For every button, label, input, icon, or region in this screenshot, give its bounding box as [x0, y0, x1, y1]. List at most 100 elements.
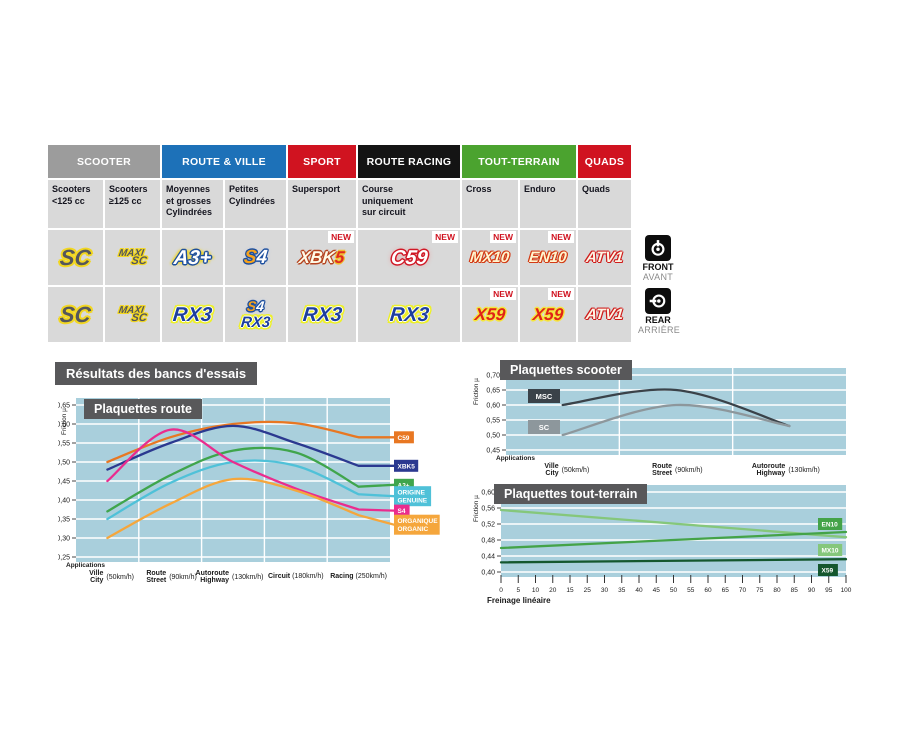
rear-cell-enduro: NEW X59: [520, 287, 576, 342]
subhead-text: Scooters ≥125 cc: [109, 184, 148, 206]
group-header-scooter: SCOOTER: [48, 145, 160, 178]
svg-text:35: 35: [618, 587, 626, 594]
subhead-text: Quads: [582, 184, 611, 194]
svg-text:95: 95: [825, 587, 833, 594]
logo-atv1: ATV1: [585, 248, 625, 266]
svg-text:(90km/h): (90km/h): [169, 574, 197, 581]
logo-x59: X59: [473, 305, 507, 324]
subhead-scooters-small: Scooters <125 cc: [48, 180, 103, 228]
front-cell-quads: ATV1: [578, 230, 631, 285]
svg-text:ORGANIQUE: ORGANIQUE: [398, 518, 439, 525]
new-badge: NEW: [490, 231, 516, 243]
logo-rx3: RX3: [171, 303, 214, 326]
svg-text:50: 50: [670, 587, 678, 594]
subhead-text: Petites Cylindrées: [229, 184, 276, 206]
rear-side-block: REAR ARRIÈRE: [638, 288, 680, 335]
scooter-pads-chart: Plaquettes scooter 0,70 0,65 0,60 0,55 0,50 0…: [470, 358, 868, 483]
svg-text:(130km/h): (130km/h): [232, 574, 264, 581]
svg-text:55: 55: [687, 587, 695, 594]
svg-text:X59: X59: [822, 568, 834, 575]
svg-text:0,45: 0,45: [58, 479, 70, 486]
rear-cell-cross: NEW X59: [462, 287, 518, 342]
svg-text:0,44: 0,44: [481, 554, 495, 561]
offroad-pads-chart: Plaquettes tout-terrain 0,60 0,56 0,52 0,48…: [470, 483, 868, 615]
subhead-quads: Quads: [578, 180, 631, 228]
subhead-text: Scooters <125 cc: [52, 184, 91, 206]
logo-maxi-sc: MAXI SC: [117, 304, 148, 324]
logo-rx3: RX3: [301, 303, 343, 326]
svg-text:ORGANIC: ORGANIC: [398, 526, 429, 533]
logo-atv1: ATV1: [585, 305, 625, 323]
svg-text:EN10: EN10: [822, 522, 839, 529]
rear-cell-petites: S4 RX3: [225, 287, 286, 342]
group-header-sport: SPORT: [288, 145, 356, 178]
svg-text:Applications: Applications: [496, 455, 535, 462]
logo-rx3: RX3: [388, 303, 430, 326]
svg-text:(50km/h): (50km/h): [106, 574, 134, 581]
logo-sc: SC: [58, 301, 93, 327]
svg-text:60: 60: [704, 587, 712, 594]
logo-mx10: MX10: [469, 248, 511, 266]
logo-c59: C59: [389, 246, 429, 269]
svg-text:XBK5: XBK5: [398, 463, 416, 470]
new-badge: NEW: [432, 231, 458, 243]
svg-text:0,52: 0,52: [481, 522, 495, 529]
rear-cell-scooter-big: MAXI SC: [105, 287, 160, 342]
front-brake-disc-icon: [645, 235, 671, 261]
svg-text:Circuit (180km/h): Circuit (180km/h): [268, 573, 324, 580]
svg-text:10: 10: [532, 587, 540, 594]
logo-x59: X59: [531, 305, 565, 324]
svg-text:0,40: 0,40: [481, 570, 495, 577]
new-badge: NEW: [548, 288, 574, 300]
svg-text:0: 0: [499, 587, 503, 594]
svg-text:0,50: 0,50: [486, 433, 500, 440]
rear-label: REAR: [645, 315, 671, 325]
svg-text:75: 75: [756, 587, 764, 594]
subhead-text: Course uniquement sur circuit: [362, 184, 413, 218]
svg-text:25: 25: [584, 587, 592, 594]
svg-text:S4: S4: [398, 508, 406, 515]
logo-s4: S4: [246, 298, 265, 314]
front-label: FRONT: [642, 262, 674, 272]
rear-cell-course: RX3: [358, 287, 460, 342]
rear-cell-quads: ATV1: [578, 287, 631, 342]
rear-cell-moyennes: RX3: [162, 287, 223, 342]
svg-text:20: 20: [549, 587, 557, 594]
logo-rx3: RX3: [240, 314, 271, 331]
subhead-moyennes: Moyennes et grosses Cylindrées: [162, 180, 223, 228]
svg-text:100: 100: [841, 587, 852, 594]
svg-text:90: 90: [808, 587, 816, 594]
svg-text:A3+: A3+: [398, 482, 410, 489]
svg-text:(90km/h): (90km/h): [675, 467, 703, 474]
front-cell-supersport: NEW XBK5: [288, 230, 356, 285]
group-header-quads: QUADS: [578, 145, 631, 178]
svg-text:ORIGINE: ORIGINE: [398, 490, 426, 497]
svg-text:(130km/h): (130km/h): [788, 467, 820, 474]
svg-text:0,48: 0,48: [481, 538, 495, 545]
front-cell-moyennes: A3+: [162, 230, 223, 285]
svg-text:Racing (250km/h): Racing (250km/h): [330, 573, 387, 580]
svg-text:Applications: Applications: [66, 562, 105, 569]
new-badge: NEW: [328, 231, 354, 243]
scooter-chart-title: Plaquettes scooter: [500, 360, 632, 380]
subhead-course: Course uniquement sur circuit: [358, 180, 460, 228]
svg-text:70: 70: [739, 587, 747, 594]
section-title: Résultats des bancs d'essais: [55, 362, 258, 385]
subhead-scooters-big: Scooters ≥125 cc: [105, 180, 160, 228]
svg-text:0,70: 0,70: [486, 373, 500, 380]
svg-text:0,40: 0,40: [58, 498, 70, 505]
svg-text:0,30: 0,30: [58, 536, 70, 543]
logo-s4: S4: [242, 247, 269, 268]
route-chart-title: Plaquettes route: [84, 399, 202, 419]
svg-text:30: 30: [601, 587, 609, 594]
svg-text:MX10: MX10: [822, 548, 839, 555]
rear-brake-disc-icon: [645, 288, 671, 314]
svg-text:Friction µ: Friction µ: [473, 378, 480, 405]
svg-text:0,50: 0,50: [58, 460, 70, 467]
route-pads-chart: Plaquettes route 0,65 0,60 0,55 0,50 0,45 0,4…: [56, 390, 440, 600]
rear-cell-supersport: RX3: [288, 287, 356, 342]
